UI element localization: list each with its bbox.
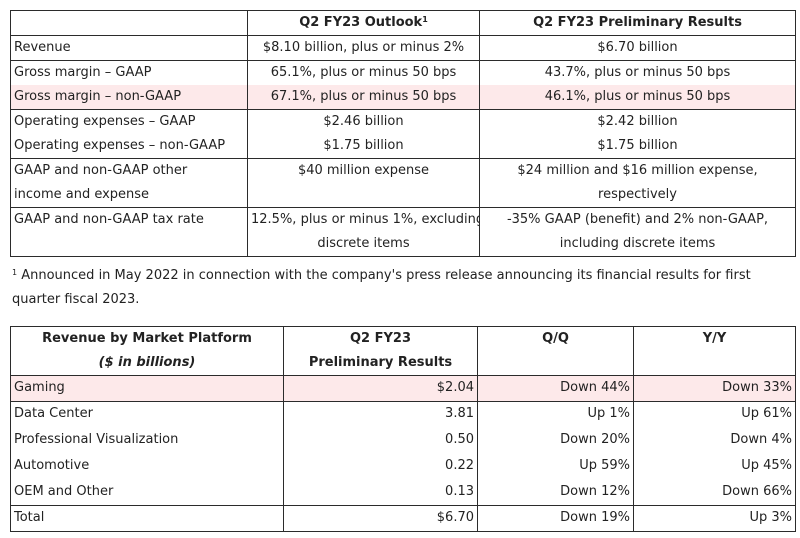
header-platform: Revenue by Market Platform ($ in billions… — [10, 326, 284, 376]
platform-qq: Down 44% — [477, 375, 634, 402]
header-yy: Y/Y — [633, 326, 796, 376]
platform-header-row: Revenue by Market Platform ($ in billions… — [10, 326, 796, 376]
platform-label: Gaming — [10, 375, 284, 402]
row-outlook: $8.10 billion, plus or minus 2% — [247, 35, 480, 61]
header-platform-line2: ($ in billions) — [98, 355, 196, 370]
platform-value: $6.70 — [283, 505, 478, 532]
header-platform-line1: Revenue by Market Platform — [42, 331, 252, 346]
platform-yy: Up 45% — [633, 453, 796, 480]
row-gm-gaap: Gross margin – GAAP 65.1%, plus or minus… — [10, 60, 796, 85]
row-gm-nongaap: Gross margin – non-GAAP 67.1%, plus or m… — [10, 85, 796, 110]
label-line2: income and expense — [14, 187, 150, 202]
platform-value: 0.13 — [283, 479, 478, 506]
platform-qq: Up 59% — [477, 453, 634, 480]
row-outlook: 12.5%, plus or minus 1%, excluding discre… — [247, 207, 480, 257]
row-other-income: GAAP and non-GAAP other income and expens… — [10, 158, 796, 208]
row-prelim: $24 million and $16 million expense, resp… — [479, 158, 796, 208]
row-prelim: $1.75 billion — [479, 134, 796, 159]
row-outlook: $1.75 billion — [247, 134, 480, 159]
platform-row-automotive: Automotive 0.22 Up 59% Up 45% — [10, 453, 796, 480]
outlook-header-row: Q2 FY23 Outlook1 Q2 FY23 Preliminary Res… — [10, 10, 796, 36]
row-revenue: Revenue $8.10 billion, plus or minus 2% … — [10, 35, 796, 61]
row-outlook: $2.46 billion — [247, 109, 480, 134]
row-opex-nongaap: Operating expenses – non-GAAP $1.75 bill… — [10, 134, 796, 159]
platform-row-datacenter: Data Center 3.81 Up 1% Up 61% — [10, 401, 796, 428]
row-tax-rate: GAAP and non-GAAP tax rate 12.5%, plus o… — [10, 207, 796, 257]
row-label: GAAP and non-GAAP tax rate — [10, 207, 248, 257]
header-q2-line1: Q2 FY23 — [349, 331, 411, 346]
prelim-line2: respectively — [598, 187, 677, 202]
platform-row-proviz: Professional Visualization 0.50 Down 20%… — [10, 427, 796, 454]
platform-label: Professional Visualization — [10, 427, 284, 454]
platform-yy: Down 66% — [633, 479, 796, 506]
footnote-text: Announced in May 2022 in connection with… — [12, 268, 751, 307]
footnote-marker: 1 — [12, 268, 18, 277]
row-label: GAAP and non-GAAP other income and expens… — [10, 158, 248, 208]
header-q2-line2: Preliminary Results — [308, 355, 453, 370]
row-outlook: 67.1%, plus or minus 50 bps — [247, 85, 480, 110]
row-opex-gaap: Operating expenses – GAAP $2.46 billion … — [10, 109, 796, 134]
platform-label: OEM and Other — [10, 479, 284, 506]
platform-yy: Down 4% — [633, 427, 796, 454]
platform-yy: Down 33% — [633, 375, 796, 402]
outlook-line2: discrete items — [317, 236, 410, 251]
label-line1: GAAP and non-GAAP other — [14, 163, 188, 178]
platform-value: 0.50 — [283, 427, 478, 454]
outlook-header-blank — [10, 10, 248, 36]
row-label: Gross margin – non-GAAP — [10, 85, 248, 110]
platform-yy: Up 61% — [633, 401, 796, 428]
platform-label: Automotive — [10, 453, 284, 480]
platform-table: Revenue by Market Platform ($ in billions… — [10, 326, 796, 532]
header-q2: Q2 FY23 Preliminary Results — [283, 326, 478, 376]
platform-qq: Down 12% — [477, 479, 634, 506]
prelim-line2: including discrete items — [559, 236, 716, 251]
header-prelim: Q2 FY23 Preliminary Results — [479, 10, 796, 36]
prelim-line1: $24 million and $16 million expense, — [517, 163, 758, 178]
platform-value: 0.22 — [283, 453, 478, 480]
platform-row-total: Total $6.70 Down 19% Up 3% — [10, 505, 796, 532]
row-label: Revenue — [10, 35, 248, 61]
row-label: Gross margin – GAAP — [10, 60, 248, 85]
platform-qq: Down 19% — [477, 505, 634, 532]
row-prelim: 43.7%, plus or minus 50 bps — [479, 60, 796, 85]
header-outlook: Q2 FY23 Outlook1 — [247, 10, 480, 36]
platform-label: Total — [10, 505, 284, 532]
platform-row-gaming: Gaming $2.04 Down 44% Down 33% — [10, 375, 796, 402]
outlook-table: Q2 FY23 Outlook1 Q2 FY23 Preliminary Res… — [10, 10, 796, 257]
platform-yy: Up 3% — [633, 505, 796, 532]
row-prelim: $6.70 billion — [479, 35, 796, 61]
row-prelim: 46.1%, plus or minus 50 bps — [479, 85, 796, 110]
platform-value: $2.04 — [283, 375, 478, 402]
row-label: Operating expenses – non-GAAP — [10, 134, 248, 159]
row-prelim: -35% GAAP (benefit) and 2% non-GAAP, incl… — [479, 207, 796, 257]
platform-qq: Down 20% — [477, 427, 634, 454]
outlook-line1: 12.5%, plus or minus 1%, excluding — [251, 212, 480, 227]
prelim-line1: -35% GAAP (benefit) and 2% non-GAAP, — [506, 212, 769, 227]
footnote: 1 Announced in May 2022 in connection wi… — [12, 264, 787, 312]
row-label: Operating expenses – GAAP — [10, 109, 248, 134]
row-prelim: $2.42 billion — [479, 109, 796, 134]
platform-row-oem: OEM and Other 0.13 Down 12% Down 66% — [10, 479, 796, 506]
row-outlook: $40 million expense — [247, 158, 480, 208]
platform-value: 3.81 — [283, 401, 478, 428]
platform-qq: Up 1% — [477, 401, 634, 428]
platform-label: Data Center — [10, 401, 284, 428]
header-qq: Q/Q — [477, 326, 634, 376]
row-outlook: 65.1%, plus or minus 50 bps — [247, 60, 480, 85]
